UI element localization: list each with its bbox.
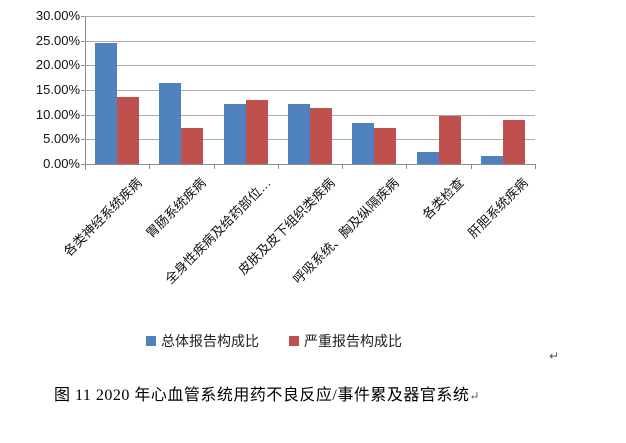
bar-总体报告构成比-各类神经系统疾病 [95, 43, 118, 164]
bar-group [149, 16, 213, 164]
x-tick [535, 165, 536, 169]
y-tick-label: 20.00% [35, 57, 80, 73]
paragraph-return-mark: ↵ [549, 349, 560, 363]
y-axis-line [85, 16, 86, 170]
legend: 总体报告构成比 严重报告构成比 [146, 331, 402, 351]
bar-总体报告构成比-胃肠系统疾病 [159, 83, 182, 164]
y-tick-label: 15.00% [35, 82, 80, 97]
bar-总体报告构成比-各类检查 [416, 152, 439, 164]
y-tick [81, 40, 85, 42]
bar-group [85, 16, 149, 164]
bar-group [342, 16, 406, 164]
y-tick-label: 0.00% [43, 156, 80, 171]
y-tick [81, 65, 85, 67]
legend-item: 严重报告构成比 [289, 331, 402, 351]
legend-swatch-icon [146, 336, 156, 346]
bar-chart[interactable]: 30.00% 25.00% 20.00% 15.00% 10.00% 5.00% 0.00%… [0, 0, 626, 370]
x-category-label: 全身性疾病及给药部位… [161, 175, 274, 287]
x-category-label: 各类检查 [418, 175, 467, 223]
bar-总体报告构成比-肝胆系统疾病 [480, 156, 503, 164]
plot-area [85, 16, 535, 164]
y-tick [81, 114, 85, 116]
y-tick-label: 30.00% [35, 8, 80, 23]
bar-group [214, 16, 278, 164]
y-tick [81, 90, 85, 91]
x-tick [342, 165, 344, 169]
gridline [85, 65, 535, 67]
x-category-label: 各类神经系统疾病 [60, 175, 145, 260]
bar-group [278, 16, 342, 164]
figure-caption: 图 11 2020 年心血管系统用药不良反应/事件累及器官系统↵ [54, 381, 614, 405]
x-category-label: 肝胆系统疾病 [464, 175, 531, 241]
gridline [85, 16, 535, 17]
bar-严重报告构成比-胃肠系统疾病 [181, 128, 204, 164]
y-tick-label: 25.00% [35, 32, 80, 48]
x-tick [470, 165, 472, 169]
x-axis-line [81, 164, 536, 165]
x-category-label: 呼吸系统、胸及纵隔疾病 [290, 175, 403, 287]
bar-严重报告构成比-呼吸系统、胸及纵隔疾病 [374, 128, 397, 164]
legend-swatch-icon [289, 336, 299, 346]
legend-item: 总体报告构成比 [146, 331, 259, 351]
bar-严重报告构成比-全身性疾病及给药部位… [245, 99, 268, 164]
bar-严重报告构成比-皮肤及皮下组织类疾病 [309, 108, 332, 164]
y-tick-label: 10.00% [35, 106, 80, 122]
y-tick [81, 16, 85, 17]
x-tick [85, 165, 86, 169]
y-tick [81, 164, 85, 165]
bar-严重报告构成比-各类检查 [438, 116, 461, 164]
x-tick [149, 165, 151, 169]
gridline [85, 90, 535, 91]
x-category-label: 胃肠系统疾病 [143, 175, 210, 241]
legend-label: 严重报告构成比 [304, 333, 402, 349]
bar-总体报告构成比-全身性疾病及给药部位… [223, 103, 246, 164]
bar-严重报告构成比-肝胆系统疾病 [502, 120, 525, 164]
x-tick [406, 165, 408, 169]
bar-严重报告构成比-各类神经系统疾病 [117, 97, 140, 164]
bar-总体报告构成比-呼吸系统、胸及纵隔疾病 [352, 122, 375, 164]
y-tick-label: 5.00% [43, 131, 80, 147]
caption-return-mark: ↵ [469, 389, 480, 403]
x-tick [277, 165, 279, 169]
caption-text: 图 11 2020 年心血管系统用药不良反应/事件累及器官系统 [54, 387, 470, 404]
bar-group [471, 16, 535, 164]
bar-group [406, 16, 470, 164]
y-tick [81, 139, 85, 141]
x-tick [213, 165, 215, 169]
legend-label: 总体报告构成比 [161, 333, 259, 349]
bars [85, 16, 535, 164]
gridline [85, 40, 535, 42]
bar-总体报告构成比-皮肤及皮下组织类疾病 [287, 104, 310, 164]
